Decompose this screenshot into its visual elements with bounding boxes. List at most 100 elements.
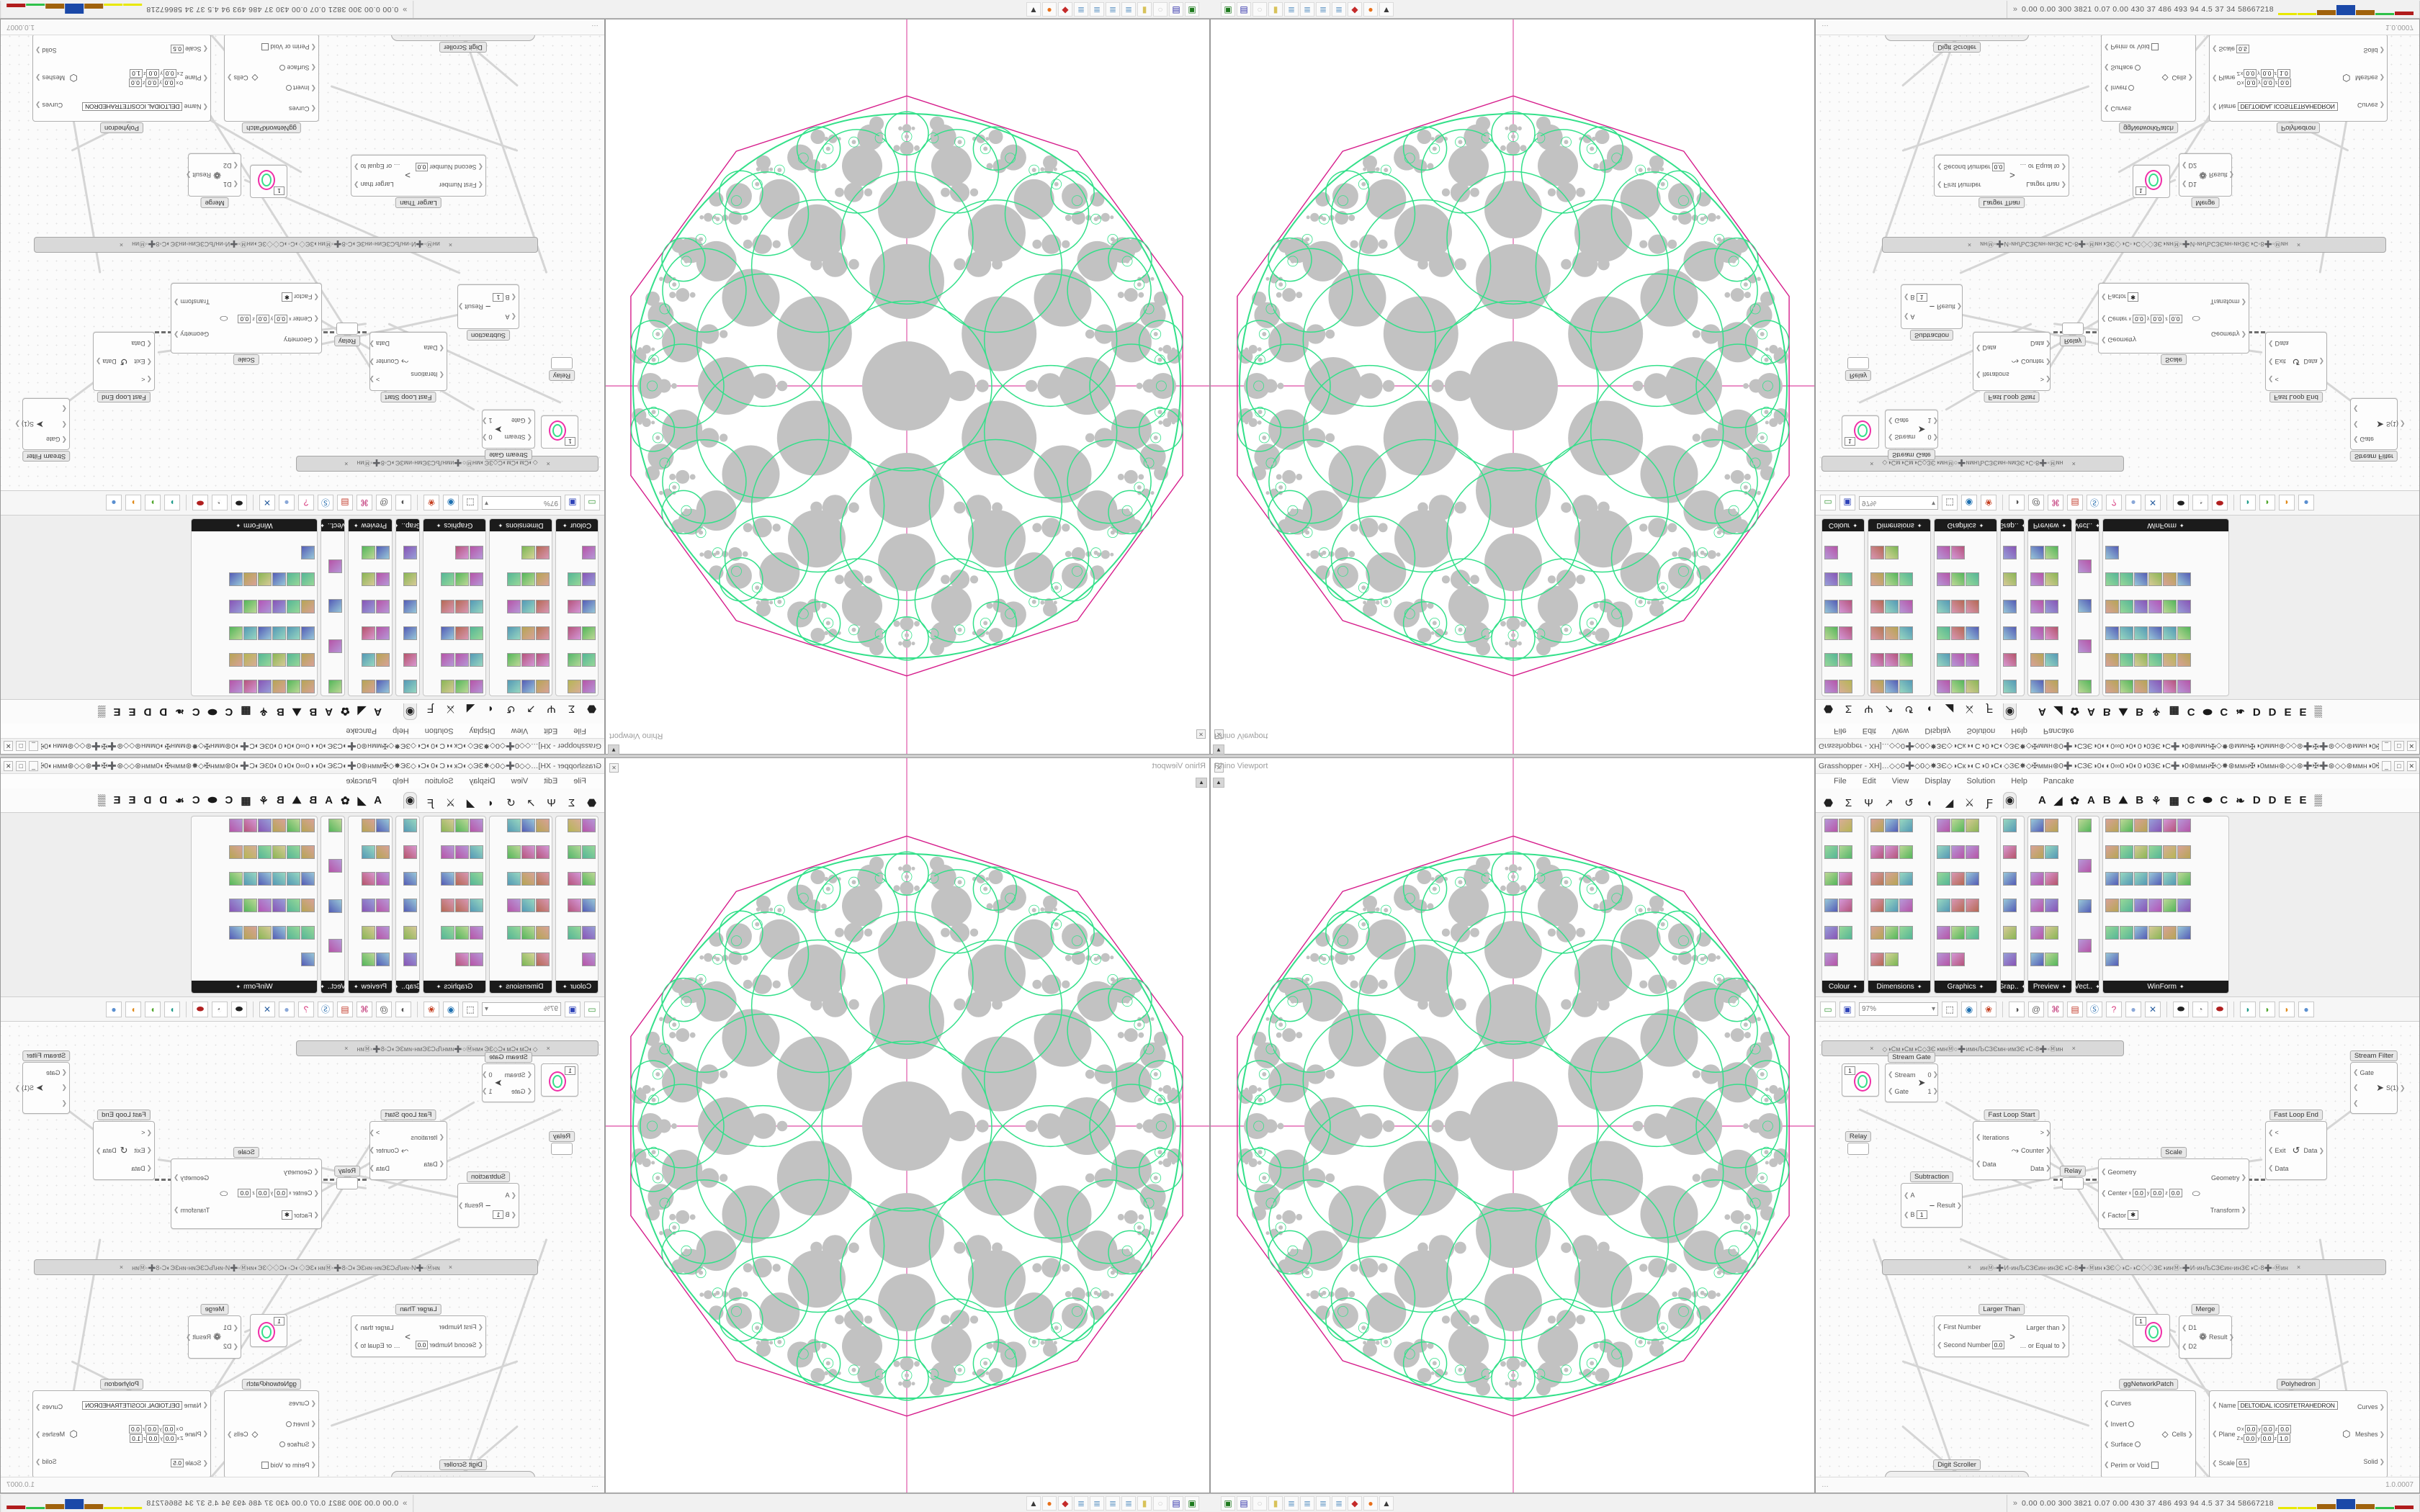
pie-sphere-icon[interactable] <box>403 626 417 640</box>
blank-icon[interactable]: ○ <box>1252 1 1267 17</box>
menu-item-file[interactable]: File <box>1834 777 1847 786</box>
palette-expand-icon[interactable]: ✦ <box>562 984 568 990</box>
input-port-1[interactable]: ❮ <box>2353 1084 2374 1092</box>
group-pin-left[interactable]: × <box>448 241 453 248</box>
ribbon-group-5[interactable]: ⛰ <box>292 706 302 718</box>
palette-expand-icon[interactable]: ✦ <box>1978 522 1984 528</box>
ribbon-group-6[interactable]: B <box>2136 706 2144 718</box>
star-burst-icon[interactable] <box>1966 626 1979 640</box>
sphere-red-icon[interactable] <box>1824 899 1838 913</box>
grid-green-icon[interactable] <box>2105 546 2119 560</box>
progress-icon[interactable] <box>287 845 300 860</box>
digit3-7[interactable]: 0 <box>2005 1475 2011 1477</box>
spectrum-icon[interactable] <box>568 572 581 587</box>
teal-leaf-icon[interactable]: ◗ <box>164 1001 180 1017</box>
bubbles-pink-icon[interactable] <box>376 599 390 613</box>
input-port-3[interactable]: ❮ Perim or Void <box>2104 1461 2159 1469</box>
listbox-icon[interactable] <box>2120 680 2133 693</box>
pie-icon[interactable] <box>243 819 257 832</box>
palette-group-label[interactable]: WinForm ✦ <box>192 519 317 531</box>
input-port-0[interactable]: ❮ Name DELTOIDAL ICOSITETRAHEDRON <box>2212 1400 2338 1410</box>
input-port-0[interactable]: ❮ First Number <box>416 1323 483 1331</box>
gradient-ramp-icon[interactable] <box>403 652 417 667</box>
extrude-icon[interactable] <box>1899 845 1913 860</box>
histogram-icon[interactable] <box>403 680 417 693</box>
ticks-icon[interactable] <box>1885 872 1899 886</box>
input-port-0[interactable]: ❮ First Number <box>416 181 483 189</box>
teal-leaf-icon[interactable]: ◗ <box>164 495 180 511</box>
ok-icon[interactable] <box>258 599 272 613</box>
gha-icon[interactable]: ⌘ <box>357 495 372 511</box>
input-port-1[interactable]: ❮ Invert <box>261 1420 316 1428</box>
pie-sphere-icon[interactable] <box>2003 626 2017 640</box>
digit3-1[interactable]: 0 <box>448 35 454 37</box>
orange-shade-icon[interactable]: ◗ <box>2279 495 2295 511</box>
zoom-extents-icon[interactable]: ⬚ <box>1942 495 1958 511</box>
palette-group-label[interactable]: Vect..✦ <box>2075 519 2099 531</box>
relay-relay-2[interactable]: Relay <box>333 323 361 346</box>
heart-green-icon[interactable] <box>2045 899 2058 913</box>
input-port-0[interactable]: ❮ Gate <box>46 1068 67 1076</box>
palette-group-label[interactable]: Vect..✦ <box>2076 981 2099 993</box>
maximize-button[interactable]: □ <box>16 760 26 771</box>
ribbon-group-16[interactable]: E <box>2299 706 2307 718</box>
extrude-icon[interactable] <box>507 652 521 667</box>
sphere-red-icon[interactable] <box>2030 819 2044 832</box>
output-port-0[interactable]: > ❯ <box>2040 1129 2051 1137</box>
plane-O-x[interactable]: 0.0 <box>162 1425 176 1434</box>
editor-icon[interactable]: ≣ <box>1121 1495 1136 1511</box>
palette-group-label[interactable]: WinForm ✦ <box>2103 981 2228 993</box>
ribbon-tab-0[interactable]: ⬣ <box>586 703 597 715</box>
bar-black-icon[interactable] <box>243 872 257 886</box>
pen-icon[interactable] <box>1885 845 1899 860</box>
arc-dim-icon[interactable] <box>1885 572 1899 587</box>
input-port-0[interactable]: ❮ Geometry <box>238 1168 319 1176</box>
plane-Z-y[interactable]: 0.0 <box>146 68 160 78</box>
center-y[interactable]: 0.0 <box>2151 1189 2164 1197</box>
landscape-icon[interactable] <box>362 652 375 667</box>
ribbon-group-7[interactable]: ⚘ <box>2151 794 2161 807</box>
check-icon[interactable] <box>2177 652 2191 667</box>
digit3-8[interactable]: 0 <box>403 35 408 37</box>
component-fast-loop-start[interactable]: Fast Loop Start ❮ Iterations ❮ Data ⤳ > ❯ Counte… <box>1973 332 2051 402</box>
arrows-green-icon[interactable] <box>328 939 342 953</box>
ribbon-group-14[interactable]: D <box>2268 794 2277 806</box>
maximize-button[interactable]: □ <box>2394 760 2404 771</box>
input-port-1[interactable]: ❮ Data <box>1976 344 2009 353</box>
curve-chart-icon[interactable] <box>2003 952 2017 966</box>
input-port-0[interactable]: ❮ Curves <box>2104 1400 2159 1408</box>
input-port-2[interactable]: ❮ Scale 0.5 <box>82 44 208 53</box>
input-port-0[interactable]: ❮ Name DELTOIDAL ICOSITETRAHEDRON <box>82 1400 208 1410</box>
hsv-icon[interactable] <box>1839 599 1852 613</box>
center-z[interactable]: 0.0 <box>238 1189 251 1197</box>
component-fast-loop-end[interactable]: Fast Loop End ❮ < ❮ Exit ❮ Data ↺ Data ❯ <box>93 1110 155 1180</box>
arrows-green-icon[interactable] <box>328 559 342 573</box>
textA-icon[interactable] <box>2105 680 2119 693</box>
curve-vector-icon[interactable] <box>2078 858 2092 873</box>
hatch-icon[interactable] <box>2105 652 2119 667</box>
digit3-5[interactable]: 0 <box>1992 35 1998 37</box>
ribbon-tab-4[interactable]: ↺ <box>1904 703 1914 715</box>
digit3-1[interactable]: 0 <box>1966 35 1972 37</box>
at-icon[interactable]: @ <box>376 1001 392 1017</box>
dim-linear-icon[interactable] <box>521 680 535 693</box>
boolean-toggle-0[interactable]: 1 <box>541 415 578 449</box>
input-port-0[interactable]: ❮ < <box>2268 375 2289 384</box>
output-port-0[interactable]: Larger than ❯ <box>2026 181 2066 189</box>
gha-icon[interactable]: ⌘ <box>2048 495 2063 511</box>
globe-icon[interactable] <box>2030 652 2044 667</box>
perim-or-void-checkbox[interactable] <box>261 43 269 51</box>
hatch-icon[interactable] <box>2105 845 2119 860</box>
surface-radio[interactable] <box>2134 64 2141 71</box>
lines-icon[interactable] <box>2134 680 2148 693</box>
spectrum-icon[interactable] <box>1839 572 1852 587</box>
scissors-dim-icon[interactable] <box>1899 899 1913 913</box>
ribbon-tab-6[interactable]: ◢ <box>1945 797 1954 809</box>
dots-ring-icon[interactable] <box>1937 845 1950 860</box>
diagonal-box-icon[interactable] <box>376 925 390 940</box>
gradient-bar-icon[interactable] <box>1824 952 1838 966</box>
bar-black-icon[interactable] <box>243 626 257 640</box>
solid-red-icon[interactable]: ⬬ <box>192 495 208 511</box>
arc-dim-icon[interactable] <box>521 925 535 940</box>
